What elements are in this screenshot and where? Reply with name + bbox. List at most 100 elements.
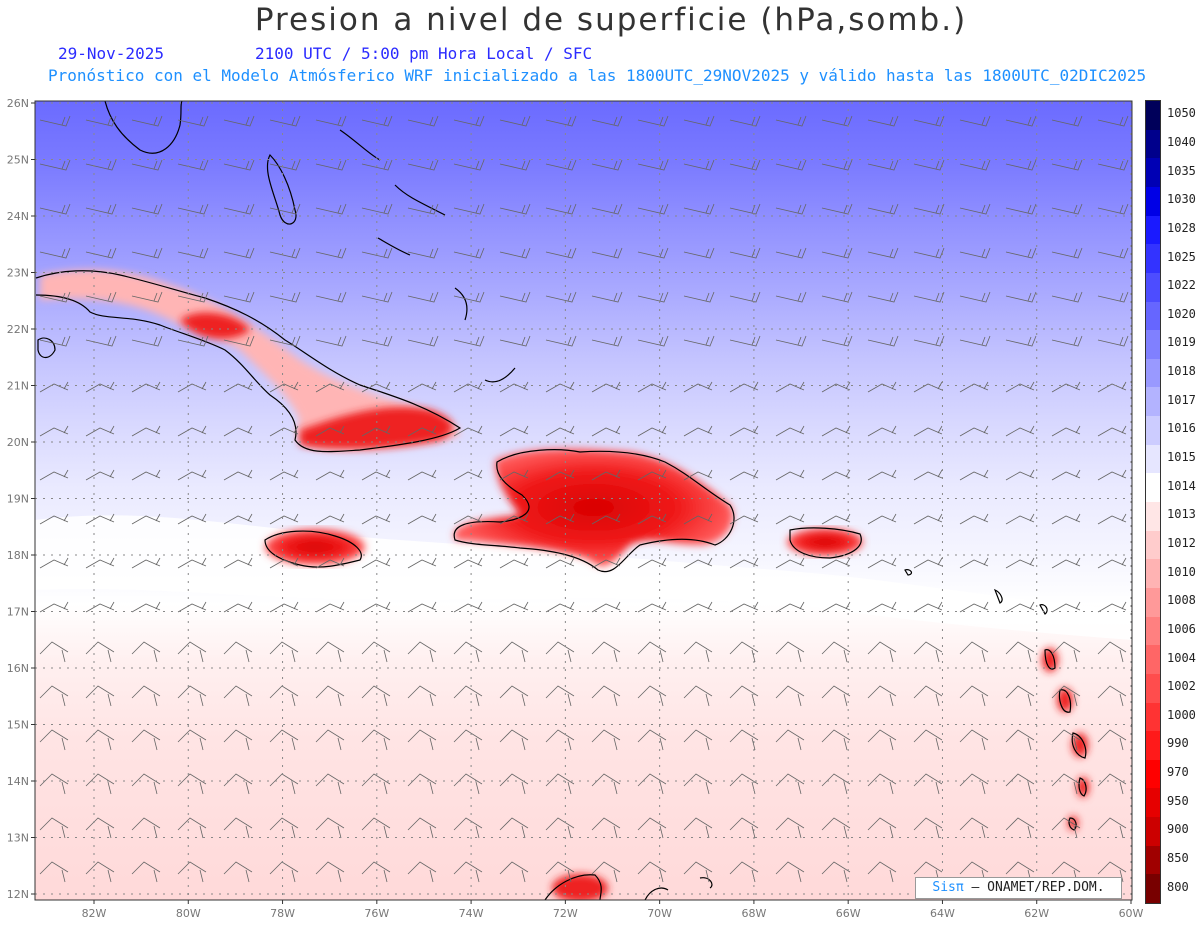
legend-swatch bbox=[1146, 473, 1160, 503]
legend-swatch bbox=[1146, 874, 1160, 904]
south-america-coast bbox=[544, 874, 713, 900]
lon-label: 74W bbox=[459, 907, 484, 920]
lon-label: 64W bbox=[930, 907, 955, 920]
map-frame bbox=[34, 100, 1133, 901]
legend-label: 1017 bbox=[1167, 392, 1196, 407]
legend-label: 1012 bbox=[1167, 535, 1196, 550]
legend-swatch bbox=[1146, 702, 1160, 732]
legend-label: 1004 bbox=[1167, 650, 1196, 665]
legend-swatch bbox=[1146, 673, 1160, 703]
lon-label: 68W bbox=[741, 907, 766, 920]
lat-label: 16N bbox=[7, 662, 29, 675]
valid-time-line: 2100 UTC / 5:00 pm Hora Local / SFC bbox=[255, 44, 593, 63]
legend-swatch bbox=[1146, 530, 1160, 560]
legend-label: 800 bbox=[1167, 879, 1189, 894]
lat-label: 20N bbox=[7, 436, 29, 449]
legend-label: 1002 bbox=[1167, 679, 1196, 694]
legend-label: 1006 bbox=[1167, 621, 1196, 636]
legend-label: 950 bbox=[1167, 793, 1189, 808]
hispaniola-coast bbox=[453, 449, 735, 573]
lat-label: 22N bbox=[7, 323, 29, 336]
legend-label: 1013 bbox=[1167, 507, 1196, 522]
legend-swatch bbox=[1146, 101, 1160, 131]
axis-ticks bbox=[31, 102, 1132, 904]
legend-swatch bbox=[1146, 387, 1160, 417]
legend-label: 970 bbox=[1167, 765, 1189, 780]
cuba-pressure-core bbox=[180, 312, 453, 449]
legend-label: 1000 bbox=[1167, 707, 1196, 722]
legend-label: 1025 bbox=[1167, 249, 1196, 264]
legend-label: 1019 bbox=[1167, 335, 1196, 350]
map-title: Presion a nivel de superficie (hPa,somb.… bbox=[254, 2, 968, 38]
lon-label: 62W bbox=[1024, 907, 1049, 920]
legend-swatch bbox=[1146, 502, 1160, 532]
lat-label: 14N bbox=[7, 775, 29, 788]
legend-swatch bbox=[1146, 358, 1160, 388]
valid-date: 29-Nov-2025 bbox=[58, 44, 164, 63]
legend-swatch bbox=[1146, 301, 1160, 331]
lat-label: 15N bbox=[7, 719, 29, 732]
lon-label: 82W bbox=[82, 907, 107, 920]
wind-barbs bbox=[39, 115, 1129, 883]
lat-label: 26N bbox=[7, 97, 29, 110]
legend-label: 1035 bbox=[1167, 163, 1196, 178]
lon-label: 66W bbox=[836, 907, 861, 920]
legend-swatch bbox=[1146, 817, 1160, 847]
legend-swatch bbox=[1146, 244, 1160, 274]
legend-swatch bbox=[1146, 559, 1160, 589]
legend-swatch bbox=[1146, 272, 1160, 302]
legend-swatch bbox=[1146, 616, 1160, 646]
puerto-rico-low bbox=[787, 528, 863, 556]
legend-swatch bbox=[1146, 788, 1160, 818]
forecast-info-line: Pronóstico con el Modelo Atmósferico WRF… bbox=[48, 66, 1147, 85]
legend-label: 1040 bbox=[1167, 134, 1196, 149]
legend-swatch bbox=[1146, 129, 1160, 159]
lon-label: 72W bbox=[553, 907, 578, 920]
legend-label: 1022 bbox=[1167, 278, 1196, 293]
legend-label: 1015 bbox=[1167, 450, 1196, 465]
antilles-coast bbox=[904, 569, 1087, 831]
legend-swatch bbox=[1146, 158, 1160, 188]
legend-swatch bbox=[1146, 731, 1160, 761]
lon-label: 60W bbox=[1119, 907, 1144, 920]
legend-label: 850 bbox=[1167, 851, 1189, 866]
lat-lon-grid bbox=[35, 101, 1132, 900]
lat-label: 12N bbox=[7, 888, 29, 901]
legend-label: 1028 bbox=[1167, 220, 1196, 235]
legend-swatch bbox=[1146, 215, 1160, 245]
legend-swatch bbox=[1146, 759, 1160, 789]
lat-label: 19N bbox=[7, 493, 29, 506]
legend-swatch bbox=[1146, 444, 1160, 474]
credit-box: Sisπ – ONAMET/REP.DOM. bbox=[915, 877, 1122, 899]
legend-label: 990 bbox=[1167, 736, 1189, 751]
coastlines bbox=[35, 101, 1087, 900]
lat-label: 18N bbox=[7, 549, 29, 562]
legend-label: 1050 bbox=[1167, 106, 1196, 121]
lon-label: 76W bbox=[364, 907, 389, 920]
lat-label: 13N bbox=[7, 832, 29, 845]
legend-swatch bbox=[1146, 330, 1160, 360]
lat-label: 17N bbox=[7, 606, 29, 619]
bahamas-islands bbox=[37, 129, 516, 383]
legend-label: 1014 bbox=[1167, 478, 1196, 493]
legend-swatch bbox=[1146, 416, 1160, 446]
legend-swatch bbox=[1146, 845, 1160, 875]
legend-label: 1008 bbox=[1167, 593, 1196, 608]
credit-brand: Sisπ bbox=[932, 880, 964, 895]
legend-label: 1016 bbox=[1167, 421, 1196, 436]
legend-label: 900 bbox=[1167, 822, 1189, 837]
lat-label: 25N bbox=[7, 154, 29, 167]
hispaniola-low bbox=[454, 448, 734, 567]
legend-label: 1030 bbox=[1167, 192, 1196, 207]
cuba-pressure-low bbox=[40, 269, 460, 450]
puerto-rico-coast bbox=[789, 527, 862, 559]
credit-org: – ONAMET/REP.DOM. bbox=[963, 880, 1105, 895]
lat-label: 24N bbox=[7, 210, 29, 223]
legend-swatch bbox=[1146, 645, 1160, 675]
cuba-coast bbox=[35, 270, 462, 453]
pressure-legend bbox=[1145, 100, 1161, 904]
latitude-labels: 26N 25N 24N 23N 22N 21N 20N 19N 18N 17N 16N 15N 14N 1… bbox=[7, 97, 29, 901]
jamaica-low bbox=[265, 529, 365, 565]
florida-coast bbox=[104, 101, 183, 154]
